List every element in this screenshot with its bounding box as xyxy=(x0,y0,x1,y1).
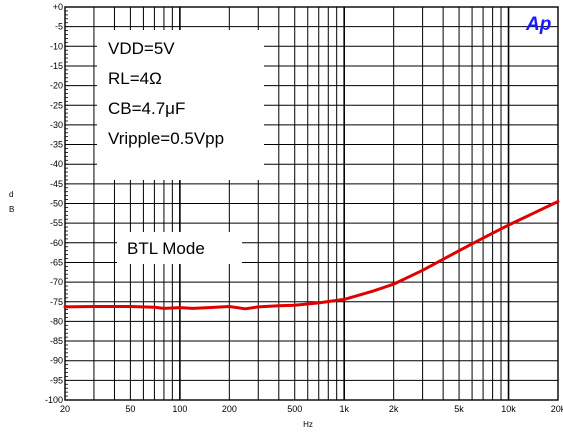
x-tick-labels: 20 50 100 200 500 1k 2k 5k 10k 20k xyxy=(60,404,563,414)
annotation-rl: RL=4Ω xyxy=(108,69,162,88)
y-tick-label: +0 xyxy=(53,2,63,12)
y-tick-label: -75 xyxy=(50,297,63,307)
x-tick-label: 5k xyxy=(454,404,464,414)
plot-frame xyxy=(64,6,559,401)
y-tick-label: -55 xyxy=(50,218,63,228)
y-axis-label-d: d xyxy=(9,190,13,199)
y-tick-label: -80 xyxy=(50,316,63,326)
conditions-box xyxy=(97,30,264,180)
x-tick-label: 2k xyxy=(389,404,399,414)
x-tick-label: 10k xyxy=(501,404,516,414)
y-tick-label: -45 xyxy=(50,179,63,189)
y-tick-label: -40 xyxy=(50,159,63,169)
annotation-cb: CB=4.7μF xyxy=(108,99,185,118)
y-tick-labels: +0 -5 -10 -15 -20 -25 -30 -35 -40 -45 -50 -55 -60 -65… xyxy=(45,2,63,405)
series-line xyxy=(63,200,560,311)
y-tick-label: -30 xyxy=(50,120,63,130)
annotation-mode: BTL Mode xyxy=(127,239,205,258)
annotation-vdd: VDD=5V xyxy=(108,39,175,58)
y-tick-label: -25 xyxy=(50,100,63,110)
y-tick-label: -85 xyxy=(50,336,63,346)
y-tick-label: -15 xyxy=(50,61,63,71)
ap-logo: Ap xyxy=(525,14,551,35)
annotation-vripple: Vripple=0.5Vpp xyxy=(108,129,224,148)
y-tick-label: -60 xyxy=(50,238,63,248)
x-tick-label: 1k xyxy=(339,404,349,414)
y-axis-label-b: B xyxy=(9,205,14,214)
x-tick-label: 100 xyxy=(172,404,187,414)
y-tick-label: -65 xyxy=(50,257,63,267)
series-layer xyxy=(63,200,560,311)
mode-box xyxy=(117,232,242,264)
y-tick-label: -20 xyxy=(50,81,63,91)
x-tick-label: 20k xyxy=(551,404,563,414)
x-tick-label: 50 xyxy=(125,404,135,414)
y-tick-label: -70 xyxy=(50,277,63,287)
y-tick-label: -50 xyxy=(50,199,63,209)
x-tick-label: 20 xyxy=(60,404,70,414)
y-tick-label: -100 xyxy=(45,395,63,405)
x-axis-label: Hz xyxy=(303,420,313,429)
grid xyxy=(64,6,559,401)
y-tick-label: -90 xyxy=(50,356,63,366)
y-tick-label: -10 xyxy=(50,41,63,51)
x-tick-label: 200 xyxy=(222,404,237,414)
y-tick-label: -95 xyxy=(50,375,63,385)
y-tick-label: -5 xyxy=(55,22,63,32)
y-tick-label: -35 xyxy=(50,140,63,150)
x-tick-label: 500 xyxy=(287,404,302,414)
